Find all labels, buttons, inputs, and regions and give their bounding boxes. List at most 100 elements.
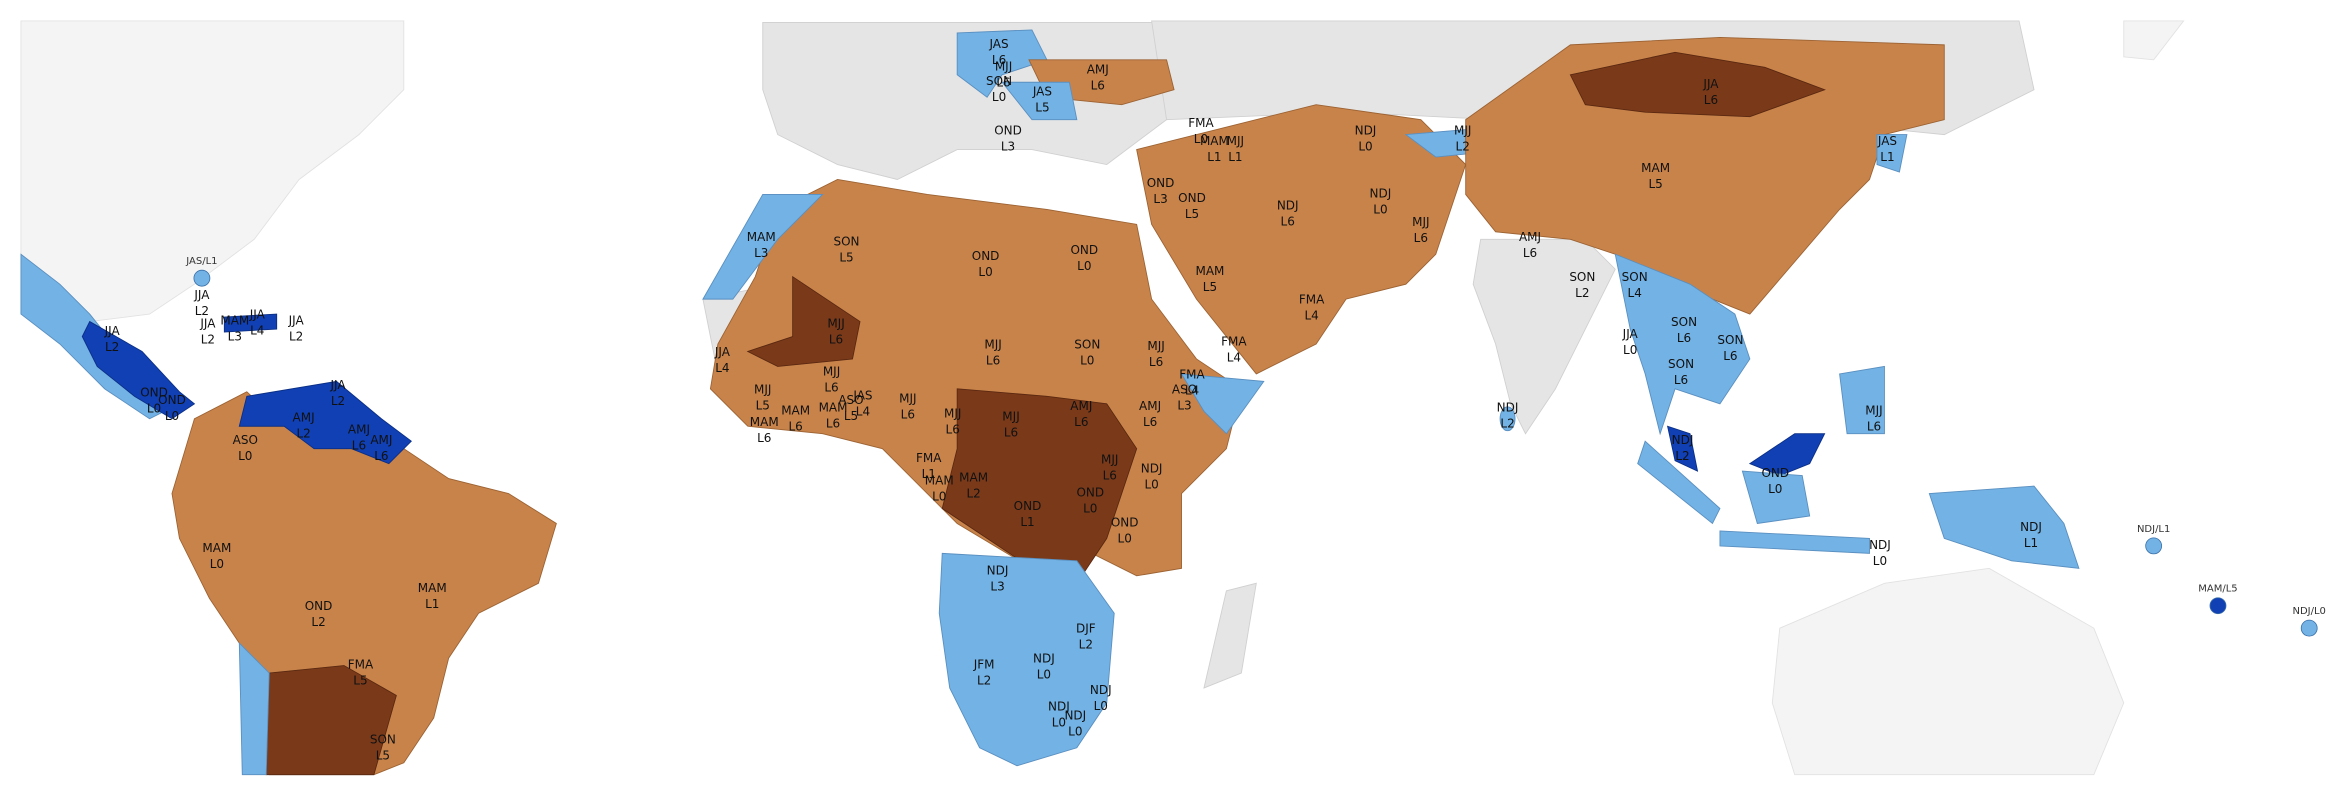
- point-marker: [2209, 597, 2227, 615]
- region-level: L5: [1203, 280, 1217, 294]
- region-level: L3: [1153, 192, 1167, 206]
- region-season: JFM: [973, 658, 995, 672]
- region-season: OND: [158, 393, 186, 407]
- region-season: MJJ: [1412, 215, 1429, 229]
- region-level: L2: [977, 674, 991, 688]
- region-level: L6: [1074, 415, 1088, 429]
- point-label: NDJ/L0: [2292, 606, 2325, 617]
- region-season: MJJ: [1227, 134, 1244, 148]
- region-season: NDJ: [1497, 400, 1519, 414]
- region-season: JJA: [329, 378, 346, 392]
- region-season: MJJ: [1101, 453, 1118, 467]
- region-season: SON: [986, 74, 1012, 88]
- region-level: L6: [1523, 246, 1537, 260]
- point-marker: [2145, 537, 2163, 555]
- region-season: MJJ: [1454, 124, 1471, 138]
- region-season: JAS: [988, 37, 1008, 51]
- region-level: L6: [1674, 373, 1688, 387]
- region-season: NDJ: [1064, 708, 1086, 722]
- region-level: L6: [901, 407, 915, 421]
- region-season: OND: [1147, 176, 1175, 190]
- region-season: JJA: [193, 288, 210, 302]
- region-level: L5: [353, 674, 367, 688]
- point-label: NDJ/L1: [2137, 524, 2170, 535]
- point-label: MAM/L5: [2198, 584, 2237, 595]
- region-season: AMJ: [370, 433, 392, 447]
- region-season: MJJ: [1147, 339, 1164, 353]
- region-level: L6: [1867, 419, 1881, 433]
- region-level: L0: [1083, 502, 1097, 516]
- region-season: AMJ: [1519, 230, 1541, 244]
- region-level: L0: [932, 490, 946, 504]
- region-level: L1: [1228, 150, 1242, 164]
- region-level: L4: [856, 404, 870, 418]
- region-season: NDJ: [2020, 520, 2042, 534]
- region-season: MAM: [1195, 264, 1224, 278]
- region-season: ASO: [838, 393, 863, 407]
- region-level: L6: [996, 75, 1010, 89]
- region-level: L0: [165, 409, 179, 423]
- region-level: L1: [922, 467, 936, 481]
- region-level: L5: [844, 409, 858, 423]
- region-level: L5: [1648, 177, 1662, 191]
- region-level: L3: [1001, 140, 1015, 154]
- region-level: L0: [1080, 353, 1094, 367]
- region-level: L2: [966, 487, 980, 501]
- point-label: JAS/L1: [185, 256, 217, 267]
- region-season: OND: [972, 249, 1000, 263]
- region-level: L6: [986, 353, 1000, 367]
- region-level: L1: [1880, 150, 1894, 164]
- region-season: AMJ: [1139, 399, 1161, 413]
- region-season: MJJ: [944, 406, 961, 420]
- region-season: SON: [1668, 357, 1694, 371]
- region-season: JJA: [1702, 77, 1719, 91]
- region-level: L6: [352, 439, 366, 453]
- region-level: L5: [1035, 101, 1049, 115]
- region-season: MAM: [1200, 134, 1229, 148]
- region-season: AMJ: [1070, 399, 1092, 413]
- region-level: L6: [1414, 231, 1428, 245]
- region-level: L4: [715, 361, 729, 375]
- region-season: MAM: [959, 471, 988, 485]
- region-level: L0: [1077, 259, 1091, 273]
- region-season: FMA: [1179, 367, 1205, 381]
- region-season: NDJ: [1869, 538, 1891, 552]
- region-level: L0: [147, 401, 161, 415]
- region-season: JJA: [288, 314, 305, 328]
- region-level: L2: [296, 427, 310, 441]
- region-level: L2: [1500, 416, 1514, 430]
- region-level: L6: [788, 419, 802, 433]
- region-season: JJA: [1622, 327, 1639, 341]
- region-level: L5: [839, 250, 853, 264]
- region-season: JAS: [1032, 85, 1052, 99]
- region-season: NDJ: [1370, 186, 1392, 200]
- region-season: MAM: [925, 474, 954, 488]
- region-level: L1: [425, 597, 439, 611]
- region-level: L3: [1177, 398, 1191, 412]
- region-level: L4: [1227, 350, 1241, 364]
- region-level: L3: [990, 579, 1004, 593]
- region-season: JJA: [714, 345, 731, 359]
- region-level: L5: [756, 398, 770, 412]
- region-level: L1: [2024, 536, 2038, 550]
- region-level: L6: [992, 53, 1006, 67]
- region-level: L6: [1103, 469, 1117, 483]
- region-level: L2: [195, 304, 209, 318]
- region-season: MAM: [819, 400, 848, 414]
- region-level: L4: [1304, 309, 1318, 323]
- region-level: L0: [238, 449, 252, 463]
- region-level: L6: [946, 422, 960, 436]
- region-season: FMA: [916, 451, 942, 465]
- region-season: OND: [1070, 243, 1098, 257]
- point-marker: [193, 269, 211, 287]
- region-level: L4: [250, 324, 264, 338]
- region-level: L6: [757, 431, 771, 445]
- region-level: L2: [1575, 286, 1589, 300]
- region-level: L0: [1094, 699, 1108, 713]
- region-level: L0: [1873, 554, 1887, 568]
- region-season: MJJ: [899, 391, 916, 405]
- region-level: L1: [1207, 150, 1221, 164]
- geography: [20, 20, 2185, 776]
- region-level: L6: [826, 416, 840, 430]
